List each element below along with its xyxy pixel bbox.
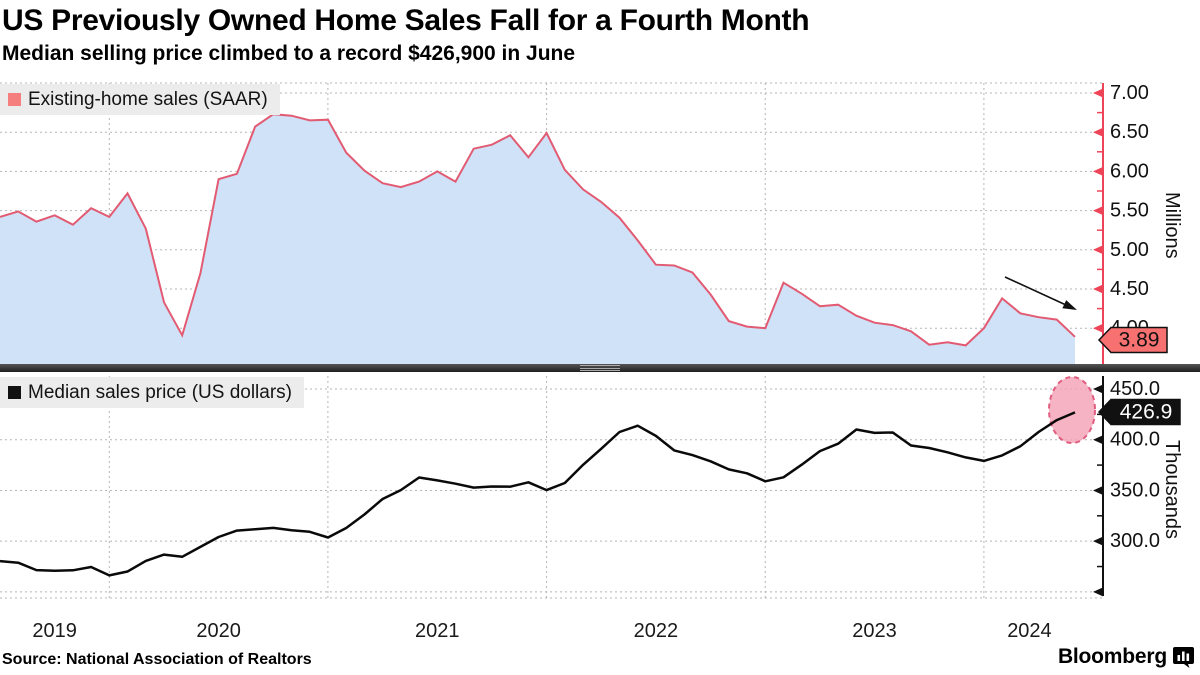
axis-tick-label: 5.00 [1110, 239, 1149, 261]
page-title: US Previously Owned Home Sales Fall for … [2, 4, 810, 37]
price-value-label: 426.9 [1120, 401, 1173, 424]
axis-tick-label: 6.00 [1110, 160, 1149, 182]
major-tick [1093, 206, 1103, 216]
major-tick [1093, 323, 1103, 333]
divider-grip-icon[interactable] [580, 365, 620, 371]
legend-existing-home-sales: Existing-home sales (SAAR) [0, 84, 280, 115]
axis-tick-label: 400.0 [1110, 429, 1160, 451]
major-tick [1093, 245, 1103, 255]
legend-median-sales-price: Median sales price (US dollars) [0, 377, 304, 408]
sales-value-label: 3.89 [1119, 329, 1160, 352]
decline-arrow [1004, 276, 1067, 306]
major-tick [1093, 284, 1103, 294]
price-legend-swatch-icon [8, 386, 21, 399]
source-note: Source: National Association of Realtors [2, 651, 312, 668]
panel-divider[interactable] [0, 364, 1200, 372]
major-tick [1093, 384, 1103, 394]
bloomberg-terminal-icon [1173, 646, 1194, 668]
sales-area-series [0, 113, 1076, 364]
axis-tick-label: 5.50 [1110, 200, 1149, 222]
sales-area-fill [0, 114, 1075, 364]
sales-line [0, 113, 1076, 347]
axis-tick-label: 450.0 [1110, 378, 1160, 400]
year-label: 2023 [852, 620, 897, 642]
price-line [0, 411, 1076, 577]
sales-legend-swatch-icon [8, 93, 21, 106]
major-tick [1093, 88, 1103, 98]
bottom-right-axis: 450.0 400.0 350.0 300.0 [1093, 376, 1160, 597]
year-label: 2022 [634, 620, 679, 642]
year-label: 2021 [415, 620, 460, 642]
last-value-callouts: 3.89 426.9 [1097, 326, 1181, 426]
price-value-callout [1097, 398, 1181, 426]
bloomberg-branding: Bloomberg [1058, 645, 1194, 669]
bottom-panel-gridlines [0, 376, 1103, 599]
price-legend-label: Median sales price (US dollars) [28, 381, 292, 403]
top-panel-annotations [1004, 276, 1077, 310]
axis-end-arrow [1093, 587, 1103, 597]
major-tick [1093, 127, 1103, 137]
top-right-axis: 7.006.506.005.505.004.504.00 [1093, 82, 1149, 364]
top-axis-unit-label: Millions [1161, 191, 1183, 259]
axis-tick-label: 6.50 [1110, 121, 1149, 143]
sales-legend-label: Existing-home sales (SAAR) [28, 88, 268, 110]
axis-tick-label: 350.0 [1110, 479, 1160, 501]
x-axis-year-labels: 2019 2020 2021 2022 2023 2024 [32, 620, 1051, 642]
year-label: 2024 [1007, 620, 1052, 642]
bottom-axis-unit-label: Thousands [1161, 440, 1183, 539]
year-label: 2020 [196, 620, 241, 642]
axis-tick-label: 4.50 [1110, 278, 1149, 300]
record-highlight [1048, 376, 1096, 444]
bloomberg-logo-text: Bloomberg [1057, 645, 1167, 668]
year-label: 2019 [32, 620, 77, 642]
major-tick [1093, 536, 1103, 546]
major-tick [1093, 485, 1103, 495]
page-subtitle: Median selling price climbed to a record… [2, 42, 576, 65]
sales-value-callout [1097, 326, 1168, 354]
axis-tick-label: 300.0 [1110, 530, 1160, 552]
decline-arrow-head [1062, 300, 1077, 310]
axis-tick-label: 7.00 [1110, 82, 1149, 104]
major-tick [1093, 166, 1103, 176]
price-line-series [0, 411, 1076, 577]
major-tick [1093, 435, 1103, 445]
record-highlight-ellipse [1048, 376, 1096, 444]
